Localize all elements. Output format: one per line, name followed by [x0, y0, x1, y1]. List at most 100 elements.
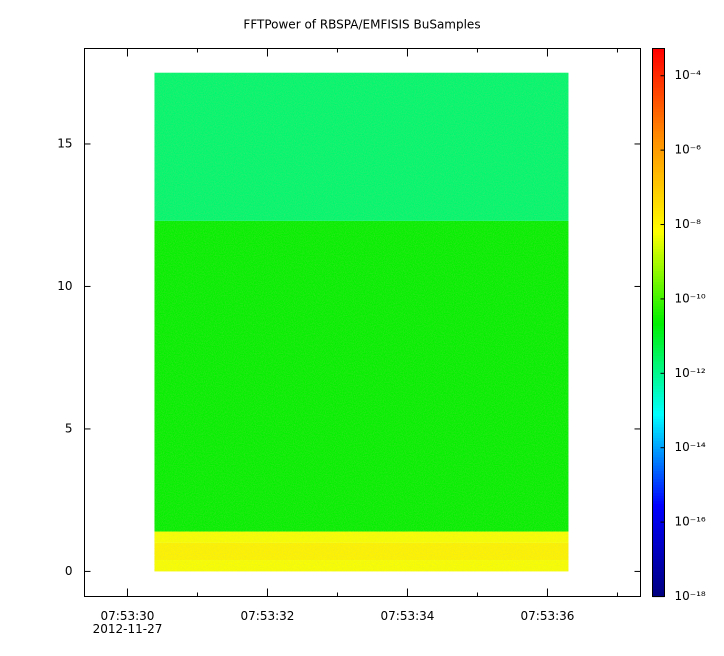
colorbar-step [652, 223, 665, 228]
colorbar-step [652, 81, 665, 85]
colorbar-step [652, 481, 665, 485]
y-tick-label: 0 [65, 564, 73, 578]
colorbar-step [652, 245, 665, 250]
colorbar-step [652, 314, 665, 318]
colorbar-step [652, 306, 665, 310]
colorbar-step [652, 259, 665, 263]
colorbar-step [652, 500, 665, 504]
colorbar-step [652, 454, 665, 458]
colorbar-step [652, 226, 665, 230]
colorbar-tick-label: 10⁻¹⁶ [675, 515, 706, 529]
colorbar-step [652, 92, 665, 96]
colorbar-step [652, 432, 665, 436]
colorbar-step [652, 544, 665, 548]
colorbar-step [652, 440, 665, 444]
colorbar-step [652, 254, 665, 258]
colorbar-step [652, 199, 665, 203]
colorbar-step [652, 155, 665, 159]
colorbar-step [652, 174, 665, 178]
colorbar-step [652, 218, 665, 222]
colorbar-step [652, 552, 665, 556]
colorbar-step [652, 412, 665, 417]
colorbar-step [652, 349, 665, 354]
colorbar-step [652, 248, 665, 252]
colorbar-step [652, 360, 665, 365]
colorbar-step [652, 119, 665, 124]
colorbar-step [652, 62, 665, 66]
x-tick-label: 07:53:34 [381, 609, 435, 623]
colorbar-step [652, 380, 665, 384]
colorbar-step [652, 325, 665, 329]
colorbar-step [652, 445, 665, 450]
colorbar-step [652, 196, 665, 200]
colorbar-step [652, 399, 665, 403]
colorbar-step [652, 467, 665, 472]
colorbar-step [652, 295, 665, 299]
colorbar-step [652, 555, 665, 559]
colorbar-step [652, 517, 665, 521]
colorbar-step [652, 289, 665, 293]
colorbar-step [652, 322, 665, 326]
colorbar-step [652, 558, 665, 562]
colorbar-step [652, 336, 665, 340]
colorbar-step [652, 352, 665, 356]
colorbar-step [652, 388, 665, 392]
colorbar-step [652, 347, 665, 351]
colorbar-step [652, 366, 665, 370]
colorbar-step [652, 407, 665, 411]
colorbar-step [652, 237, 665, 241]
colorbar-step [652, 585, 665, 589]
colorbar-step [652, 234, 665, 239]
colorbar-step [652, 475, 665, 480]
colorbar-step [652, 506, 665, 510]
colorbar-step [652, 569, 665, 573]
colorbar-step [652, 251, 665, 255]
x-tick-label: 07:53:36 [521, 609, 575, 623]
colorbar-step [652, 448, 665, 452]
colorbar-step [652, 478, 665, 483]
colorbar-tick-label: 10⁻¹⁴ [675, 440, 706, 454]
colorbar-step [652, 212, 665, 217]
colorbar-step [652, 84, 665, 88]
colorbar-step [652, 106, 665, 110]
colorbar-step [652, 117, 665, 121]
colorbar-step [652, 508, 665, 513]
colorbar-step [652, 374, 665, 378]
colorbar-step [652, 308, 665, 313]
colorbar-step [652, 591, 665, 595]
colorbar-step [652, 391, 665, 395]
colorbar-step [652, 377, 665, 381]
colorbar-tick-label: 10⁻¹⁸ [675, 589, 706, 603]
colorbar-step [652, 319, 665, 324]
colorbar-step [652, 95, 665, 99]
colorbar-step [652, 404, 665, 409]
colorbar-step [652, 528, 665, 532]
colorbar-step [652, 418, 665, 422]
colorbar-step [652, 497, 665, 502]
colorbar-step [652, 503, 665, 507]
colorbar-step [652, 486, 665, 491]
colorbar-step [652, 267, 665, 272]
colorbar-step [652, 111, 665, 115]
colorbar-step [652, 89, 665, 93]
colorbar-step [652, 355, 665, 359]
colorbar-step [652, 185, 665, 189]
colorbar-step [652, 190, 665, 195]
colorbar-step [652, 571, 665, 576]
colorbar-step [652, 577, 665, 581]
colorbar-step [652, 566, 665, 570]
colorbar-step [652, 86, 665, 91]
colorbar-step [652, 443, 665, 447]
colorbar-step [652, 541, 665, 546]
colorbar-step [652, 108, 665, 113]
colorbar-step [652, 180, 665, 184]
colorbar-step [652, 273, 665, 277]
colorbar-step [652, 149, 665, 154]
colorbar-step [652, 547, 665, 551]
y-tick-label: 10 [57, 279, 72, 293]
colorbar-step [652, 385, 665, 389]
colorbar-step [652, 580, 665, 584]
colorbar-step [652, 127, 665, 132]
colorbar-step [652, 193, 665, 198]
colorbar-step [652, 311, 665, 315]
